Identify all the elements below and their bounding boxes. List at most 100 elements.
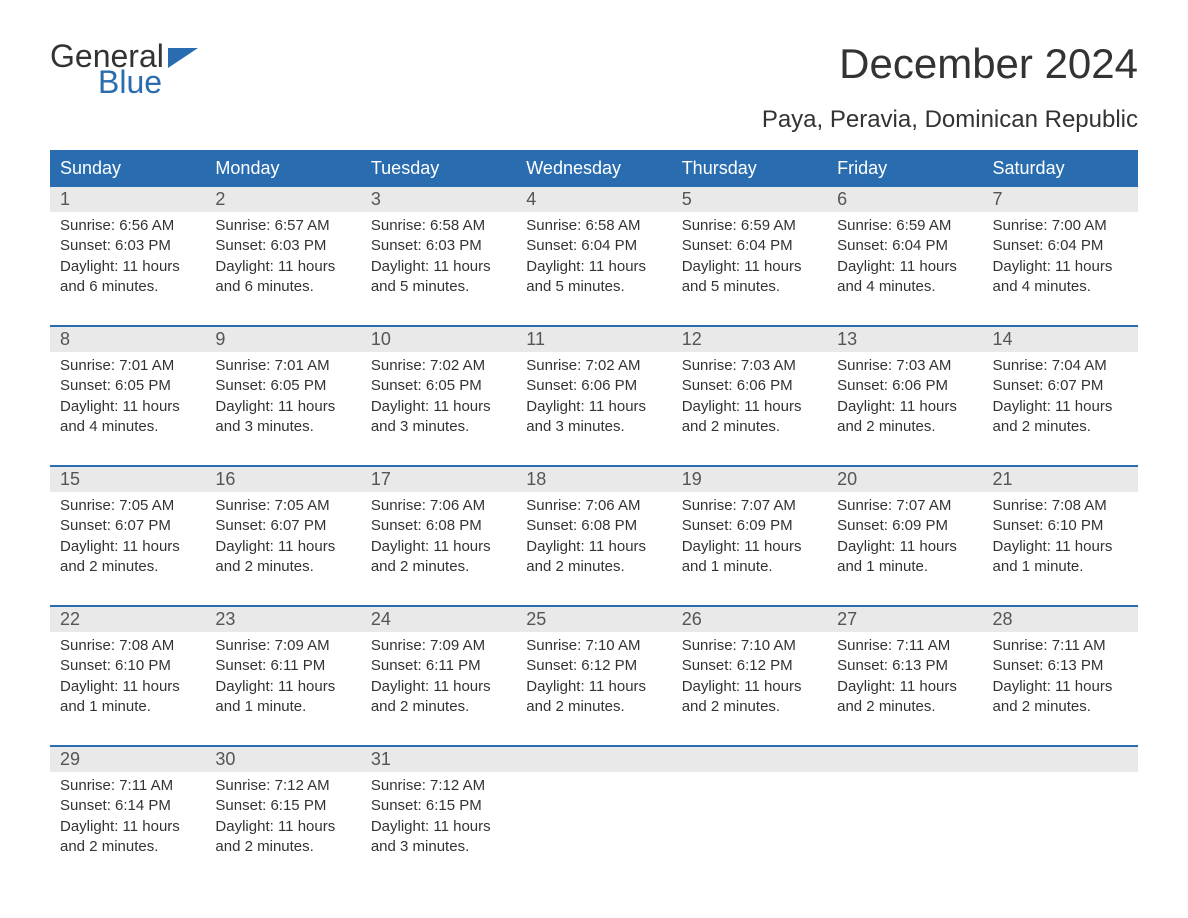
daylight-text: Daylight: 11 hours: [371, 817, 506, 837]
sunset-text: Sunset: 6:07 PM: [993, 376, 1128, 396]
day-details: Sunrise: 7:07 AMSunset: 6:09 PMDaylight:…: [827, 492, 982, 577]
sunrise-text: Sunrise: 6:56 AM: [60, 216, 195, 236]
day-number: 10: [361, 327, 516, 352]
day-number: [672, 747, 827, 772]
daylight-text: and 2 minutes.: [526, 697, 661, 717]
day-details: Sunrise: 6:59 AMSunset: 6:04 PMDaylight:…: [827, 212, 982, 297]
day-details: Sunrise: 7:08 AMSunset: 6:10 PMDaylight:…: [983, 492, 1138, 577]
weekday-header: Sunday Monday Tuesday Wednesday Thursday…: [50, 150, 1138, 187]
daylight-text: and 4 minutes.: [60, 417, 195, 437]
weekday-label: Saturday: [983, 150, 1138, 187]
daylight-text: and 5 minutes.: [371, 277, 506, 297]
day-details: Sunrise: 7:11 AMSunset: 6:14 PMDaylight:…: [50, 772, 205, 857]
calendar-cell: 1Sunrise: 6:56 AMSunset: 6:03 PMDaylight…: [50, 187, 205, 307]
day-number: 13: [827, 327, 982, 352]
calendar-cell: 15Sunrise: 7:05 AMSunset: 6:07 PMDayligh…: [50, 467, 205, 587]
daylight-text: and 4 minutes.: [837, 277, 972, 297]
calendar-cell: [672, 747, 827, 867]
sunset-text: Sunset: 6:04 PM: [682, 236, 817, 256]
sunrise-text: Sunrise: 6:59 AM: [837, 216, 972, 236]
day-number: 31: [361, 747, 516, 772]
daylight-text: Daylight: 11 hours: [371, 257, 506, 277]
daylight-text: and 3 minutes.: [371, 837, 506, 857]
calendar-week: 29Sunrise: 7:11 AMSunset: 6:14 PMDayligh…: [50, 745, 1138, 867]
daylight-text: Daylight: 11 hours: [837, 677, 972, 697]
day-details: Sunrise: 7:04 AMSunset: 6:07 PMDaylight:…: [983, 352, 1138, 437]
calendar-cell: 23Sunrise: 7:09 AMSunset: 6:11 PMDayligh…: [205, 607, 360, 727]
day-number: [827, 747, 982, 772]
day-details: Sunrise: 7:05 AMSunset: 6:07 PMDaylight:…: [50, 492, 205, 577]
daylight-text: and 3 minutes.: [371, 417, 506, 437]
sunrise-text: Sunrise: 7:05 AM: [215, 496, 350, 516]
day-details: Sunrise: 7:06 AMSunset: 6:08 PMDaylight:…: [361, 492, 516, 577]
day-details: Sunrise: 7:12 AMSunset: 6:15 PMDaylight:…: [361, 772, 516, 857]
day-number: 9: [205, 327, 360, 352]
day-details: Sunrise: 7:05 AMSunset: 6:07 PMDaylight:…: [205, 492, 360, 577]
sunset-text: Sunset: 6:03 PM: [60, 236, 195, 256]
calendar-cell: [516, 747, 671, 867]
sunset-text: Sunset: 6:15 PM: [371, 796, 506, 816]
daylight-text: and 2 minutes.: [60, 837, 195, 857]
calendar-cell: 5Sunrise: 6:59 AMSunset: 6:04 PMDaylight…: [672, 187, 827, 307]
sunset-text: Sunset: 6:13 PM: [993, 656, 1128, 676]
daylight-text: Daylight: 11 hours: [215, 397, 350, 417]
daylight-text: and 6 minutes.: [215, 277, 350, 297]
calendar-cell: 30Sunrise: 7:12 AMSunset: 6:15 PMDayligh…: [205, 747, 360, 867]
daylight-text: Daylight: 11 hours: [526, 677, 661, 697]
day-details: Sunrise: 7:03 AMSunset: 6:06 PMDaylight:…: [827, 352, 982, 437]
calendar-cell: 29Sunrise: 7:11 AMSunset: 6:14 PMDayligh…: [50, 747, 205, 867]
calendar-cell: 31Sunrise: 7:12 AMSunset: 6:15 PMDayligh…: [361, 747, 516, 867]
day-number: 14: [983, 327, 1138, 352]
sunrise-text: Sunrise: 7:06 AM: [526, 496, 661, 516]
day-number: 22: [50, 607, 205, 632]
day-number: 15: [50, 467, 205, 492]
calendar-cell: 26Sunrise: 7:10 AMSunset: 6:12 PMDayligh…: [672, 607, 827, 727]
daylight-text: Daylight: 11 hours: [60, 677, 195, 697]
sunset-text: Sunset: 6:03 PM: [215, 236, 350, 256]
daylight-text: and 1 minute.: [60, 697, 195, 717]
day-details: Sunrise: 6:58 AMSunset: 6:03 PMDaylight:…: [361, 212, 516, 297]
sunrise-text: Sunrise: 7:00 AM: [993, 216, 1128, 236]
daylight-text: and 2 minutes.: [215, 837, 350, 857]
daylight-text: and 1 minute.: [215, 697, 350, 717]
daylight-text: and 2 minutes.: [682, 417, 817, 437]
day-number: 16: [205, 467, 360, 492]
sunset-text: Sunset: 6:05 PM: [371, 376, 506, 396]
daylight-text: Daylight: 11 hours: [837, 397, 972, 417]
calendar-cell: 24Sunrise: 7:09 AMSunset: 6:11 PMDayligh…: [361, 607, 516, 727]
day-number: 23: [205, 607, 360, 632]
day-details: Sunrise: 7:03 AMSunset: 6:06 PMDaylight:…: [672, 352, 827, 437]
sunrise-text: Sunrise: 6:59 AM: [682, 216, 817, 236]
sunset-text: Sunset: 6:11 PM: [371, 656, 506, 676]
day-details: Sunrise: 7:08 AMSunset: 6:10 PMDaylight:…: [50, 632, 205, 717]
sunrise-text: Sunrise: 7:07 AM: [837, 496, 972, 516]
daylight-text: Daylight: 11 hours: [60, 817, 195, 837]
sunset-text: Sunset: 6:12 PM: [682, 656, 817, 676]
sunrise-text: Sunrise: 7:09 AM: [371, 636, 506, 656]
calendar-week: 15Sunrise: 7:05 AMSunset: 6:07 PMDayligh…: [50, 465, 1138, 587]
day-number: 21: [983, 467, 1138, 492]
day-details: Sunrise: 7:10 AMSunset: 6:12 PMDaylight:…: [516, 632, 671, 717]
sunrise-text: Sunrise: 7:12 AM: [215, 776, 350, 796]
sunset-text: Sunset: 6:06 PM: [837, 376, 972, 396]
day-details: Sunrise: 7:02 AMSunset: 6:05 PMDaylight:…: [361, 352, 516, 437]
weekday-label: Wednesday: [516, 150, 671, 187]
daylight-text: and 2 minutes.: [837, 697, 972, 717]
day-number: 30: [205, 747, 360, 772]
daylight-text: Daylight: 11 hours: [371, 677, 506, 697]
daylight-text: Daylight: 11 hours: [215, 677, 350, 697]
day-number: 7: [983, 187, 1138, 212]
calendar-cell: 2Sunrise: 6:57 AMSunset: 6:03 PMDaylight…: [205, 187, 360, 307]
day-number: 27: [827, 607, 982, 632]
day-details: Sunrise: 6:59 AMSunset: 6:04 PMDaylight:…: [672, 212, 827, 297]
sunrise-text: Sunrise: 6:57 AM: [215, 216, 350, 236]
calendar-cell: 4Sunrise: 6:58 AMSunset: 6:04 PMDaylight…: [516, 187, 671, 307]
header: General Blue December 2024: [50, 40, 1138, 98]
sunrise-text: Sunrise: 7:11 AM: [60, 776, 195, 796]
sunrise-text: Sunrise: 7:05 AM: [60, 496, 195, 516]
calendar-week: 1Sunrise: 6:56 AMSunset: 6:03 PMDaylight…: [50, 187, 1138, 307]
sunset-text: Sunset: 6:04 PM: [993, 236, 1128, 256]
day-number: [516, 747, 671, 772]
sunset-text: Sunset: 6:05 PM: [215, 376, 350, 396]
daylight-text: Daylight: 11 hours: [837, 537, 972, 557]
